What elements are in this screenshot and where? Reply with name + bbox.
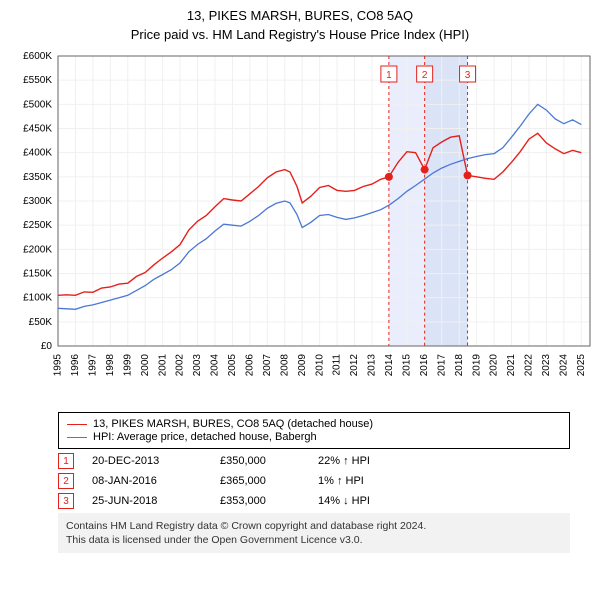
svg-text:£150K: £150K bbox=[23, 269, 52, 280]
svg-text:2012: 2012 bbox=[349, 354, 360, 377]
page-container: 13, PIKES MARSH, BURES, CO8 5AQ Price pa… bbox=[0, 0, 600, 553]
event-price: £353,000 bbox=[220, 495, 300, 507]
svg-text:1996: 1996 bbox=[70, 354, 81, 377]
svg-text:2020: 2020 bbox=[489, 354, 500, 377]
svg-text:£300K: £300K bbox=[23, 196, 52, 207]
event-row: 2 08-JAN-2016 £365,000 1% ↑ HPI bbox=[58, 473, 570, 489]
legend-swatch bbox=[67, 424, 87, 425]
event-date: 08-JAN-2016 bbox=[92, 475, 202, 487]
svg-text:1995: 1995 bbox=[53, 354, 64, 377]
svg-text:2021: 2021 bbox=[506, 354, 517, 377]
svg-text:2024: 2024 bbox=[558, 354, 569, 377]
event-date: 20-DEC-2013 bbox=[92, 455, 202, 467]
legend-swatch bbox=[67, 437, 87, 438]
svg-text:2023: 2023 bbox=[541, 354, 552, 377]
event-price: £365,000 bbox=[220, 475, 300, 487]
svg-text:2009: 2009 bbox=[297, 354, 308, 377]
svg-text:2001: 2001 bbox=[157, 354, 168, 377]
chart-svg: £0 £50K £100K £150K £200K £250K £300K £350K £400… bbox=[0, 46, 600, 406]
footer-line2: This data is licensed under the Open Gov… bbox=[66, 533, 562, 547]
footer-attribution: Contains HM Land Registry data © Crown c… bbox=[58, 513, 570, 553]
svg-text:2006: 2006 bbox=[245, 354, 256, 377]
legend: 13, PIKES MARSH, BURES, CO8 5AQ (detache… bbox=[58, 412, 570, 449]
event-price: £350,000 bbox=[220, 455, 300, 467]
svg-text:2: 2 bbox=[422, 70, 428, 81]
svg-text:1999: 1999 bbox=[122, 354, 133, 377]
svg-text:2017: 2017 bbox=[436, 354, 447, 377]
svg-text:£600K: £600K bbox=[23, 51, 52, 62]
chart-area: £0 £50K £100K £150K £200K £250K £300K £350K £400… bbox=[0, 46, 600, 406]
event-number: 1 bbox=[58, 453, 74, 469]
svg-text:2003: 2003 bbox=[192, 354, 203, 377]
svg-text:2004: 2004 bbox=[210, 354, 221, 377]
svg-text:£400K: £400K bbox=[23, 148, 52, 159]
svg-text:2022: 2022 bbox=[524, 354, 535, 377]
svg-text:£250K: £250K bbox=[23, 220, 52, 231]
svg-text:2014: 2014 bbox=[384, 354, 395, 377]
svg-text:£100K: £100K bbox=[23, 293, 52, 304]
svg-text:£200K: £200K bbox=[23, 244, 52, 255]
legend-label: 13, PIKES MARSH, BURES, CO8 5AQ (detache… bbox=[93, 418, 373, 430]
legend-item: 13, PIKES MARSH, BURES, CO8 5AQ (detache… bbox=[67, 418, 561, 430]
event-row: 1 20-DEC-2013 £350,000 22% ↑ HPI bbox=[58, 453, 570, 469]
svg-text:1: 1 bbox=[386, 70, 392, 81]
svg-text:2025: 2025 bbox=[576, 354, 587, 377]
svg-text:£450K: £450K bbox=[23, 124, 52, 135]
events-table: 1 20-DEC-2013 £350,000 22% ↑ HPI 2 08-JAN-201… bbox=[58, 453, 570, 509]
event-number: 3 bbox=[58, 493, 74, 509]
chart-titles: 13, PIKES MARSH, BURES, CO8 5AQ Price pa… bbox=[0, 0, 600, 46]
svg-text:£500K: £500K bbox=[23, 99, 52, 110]
svg-text:1997: 1997 bbox=[88, 354, 99, 377]
svg-text:2018: 2018 bbox=[454, 354, 465, 377]
event-row: 3 25-JUN-2018 £353,000 14% ↓ HPI bbox=[58, 493, 570, 509]
svg-text:2011: 2011 bbox=[332, 354, 343, 376]
svg-text:2016: 2016 bbox=[419, 354, 430, 377]
svg-text:3: 3 bbox=[465, 70, 471, 81]
event-number: 2 bbox=[58, 473, 74, 489]
legend-label: HPI: Average price, detached house, Babe… bbox=[93, 431, 317, 443]
svg-text:2008: 2008 bbox=[279, 354, 290, 377]
event-date: 25-JUN-2018 bbox=[92, 495, 202, 507]
legend-item: HPI: Average price, detached house, Babe… bbox=[67, 431, 561, 443]
svg-text:2000: 2000 bbox=[140, 354, 151, 377]
svg-text:£550K: £550K bbox=[23, 75, 52, 86]
svg-text:£0: £0 bbox=[41, 341, 53, 352]
title-main: 13, PIKES MARSH, BURES, CO8 5AQ bbox=[0, 8, 600, 23]
title-sub: Price paid vs. HM Land Registry's House … bbox=[0, 27, 600, 42]
event-change: 14% ↓ HPI bbox=[318, 495, 418, 507]
svg-text:2013: 2013 bbox=[367, 354, 378, 377]
svg-text:2010: 2010 bbox=[314, 354, 325, 377]
footer-line1: Contains HM Land Registry data © Crown c… bbox=[66, 519, 562, 533]
svg-text:1998: 1998 bbox=[105, 354, 116, 377]
svg-text:2015: 2015 bbox=[401, 354, 412, 377]
svg-text:2019: 2019 bbox=[471, 354, 482, 377]
svg-text:2005: 2005 bbox=[227, 354, 238, 377]
svg-text:2007: 2007 bbox=[262, 354, 273, 377]
event-change: 1% ↑ HPI bbox=[318, 475, 418, 487]
svg-text:2002: 2002 bbox=[175, 354, 186, 377]
svg-text:£350K: £350K bbox=[23, 172, 52, 183]
event-change: 22% ↑ HPI bbox=[318, 455, 418, 467]
svg-text:£50K: £50K bbox=[29, 317, 53, 328]
